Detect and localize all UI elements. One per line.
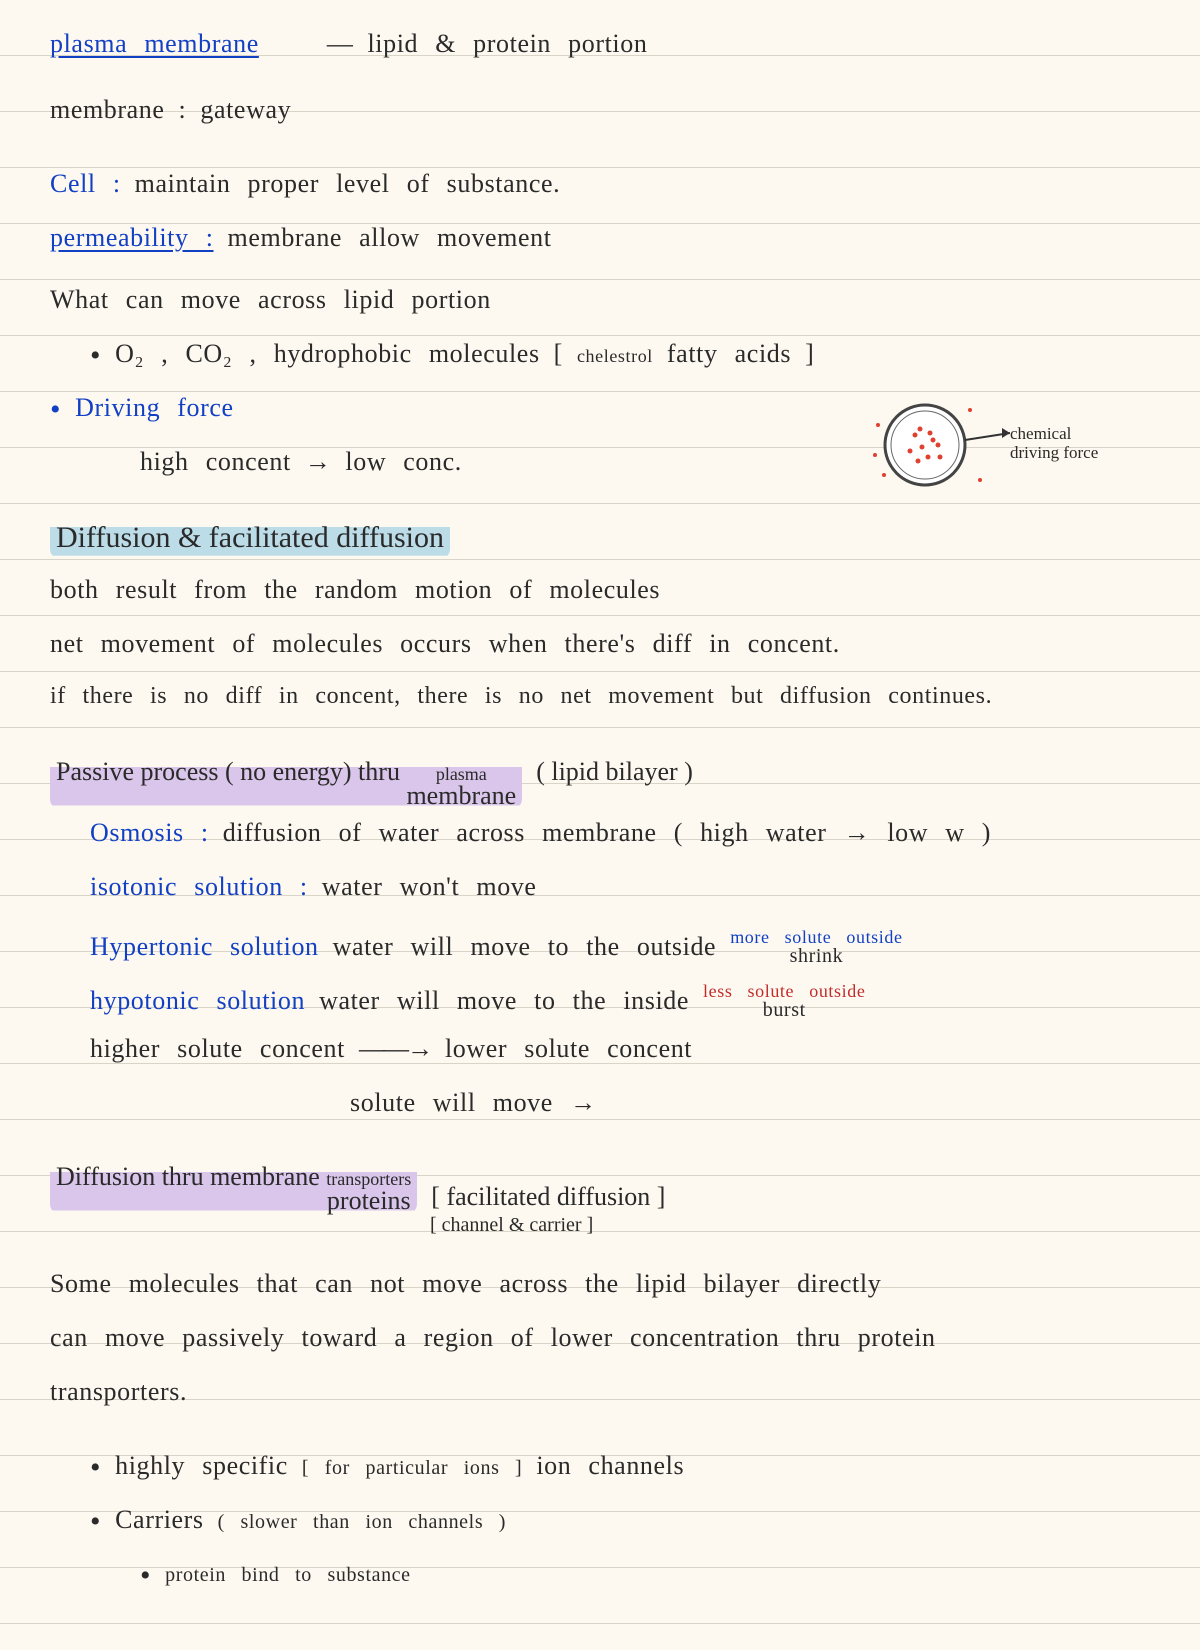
diagram-label: chemical driving force [1010,425,1100,462]
osmosis-row: Osmosis : diffusion of water across memb… [50,815,1170,863]
title-lipid-protein: lipid & protein portion [367,26,647,61]
solute-flow-1: higher solute concent ——→ lower solute c… [50,1031,1170,1079]
ion-channels: ion channels [536,1448,684,1483]
hypotonic-row: hypotonic solution water will move to th… [50,977,1170,1025]
permeability-row: permeability : membrane allow movement [50,220,1170,268]
isotonic-row: isotonic solution : water won't move [50,869,1170,917]
hypotonic-text: water will move to the inside [319,983,689,1018]
hypertonic-text: water will move to the outside [333,929,717,964]
chemical-driving-force-diagram: chemical driving force [870,385,1050,515]
lipid-q: What can move across lipid portion [50,282,491,317]
diffusion-heading-row: Diffusion & facilitated diffusion [50,518,1170,566]
diffusion-l2: net movement of molecules occurs when th… [50,626,1170,674]
high-concent: high concent [140,444,291,479]
osmosis-text: diffusion of water across membrane ( hig… [223,815,991,850]
hypertonic-row: Hypertonic solution water will move to t… [50,923,1170,971]
cell-text: maintain proper level of substance. [135,166,561,201]
permeability-text: membrane allow movement [228,220,552,255]
diffusion-l1: both result from the random motion of mo… [50,572,1170,620]
membrane-word: membrane [406,783,516,809]
bracket-close: ] [805,336,814,371]
arrow: → [305,444,332,479]
colon: : [179,92,187,127]
hyper-ann-bottom: shrink [790,946,844,966]
isotonic-label: isotonic solution : [90,869,308,904]
solute-flow-2: solute will move → [50,1085,1170,1133]
lipid-portion-q: What can move across lipid portion [50,282,1170,330]
title-row: plasma membrane — lipid & protein portio… [50,26,1170,74]
highly-specific: highly specific [90,1448,288,1489]
ion-channels-row: highly specific [ for particular ions ] … [50,1448,1170,1496]
carriers-note: ( slower than ion channels ) [218,1509,506,1536]
lipid-examples: O₂ , CO₂ , hydrophobic molecules [ chele… [50,336,1170,384]
proteins-word: proteins [327,1188,411,1214]
passive-heading-row: Passive process ( no energy) thru plasma… [50,754,1170,809]
carriers-lead: Carriers [90,1502,204,1543]
diffusion-l3: if there is no diff in concent, there is… [50,680,1170,728]
fatty-acids: fatty acids [667,336,791,371]
carriers-sub: protein bind to substance [140,1556,411,1597]
facilitated-heading-row: Diffusion thru membrane transporters pro… [50,1159,1170,1214]
notes-page: plasma membrane — lipid & protein portio… [0,0,1200,1650]
cell-label: Cell : [50,166,121,201]
carriers-sub-row: protein bind to substance [50,1556,1170,1604]
hypo-ann-bottom: burst [763,1000,806,1020]
channel-carrier-row: [ channel & carrier ] [50,1212,1170,1260]
hypo-ann-top: less solute outside [703,982,865,1000]
facilitated-body-2: can move passively toward a region of lo… [50,1320,1170,1368]
carriers-row: Carriers ( slower than ion channels ) [50,1502,1170,1550]
hypertonic-label: Hypertonic solution [90,929,319,964]
passive-heading: Passive process ( no energy) thru plasma… [50,754,522,809]
title-plasma-membrane: plasma membrane [50,26,259,61]
gateway: gateway [200,92,291,127]
osmosis-label: Osmosis : [90,815,209,850]
low-concent: low conc. [345,444,461,479]
facilitated-body-1: Some molecules that can not move across … [50,1266,1170,1314]
chelestrol: chelestrol [577,347,653,365]
facilitated-heading: Diffusion thru membrane transporters pro… [50,1159,417,1214]
membrane-label: membrane [50,92,165,127]
isotonic-text: water won't move [322,869,537,904]
bracket-open: [ [554,336,563,371]
hypertonic-annot: more solute outside shrink [730,928,902,966]
ion-note: [ for particular ions ] [302,1455,522,1482]
permeability-label: permeability : [50,220,214,255]
title-dash: — [327,26,354,61]
hyper-ann-top: more solute outside [730,928,902,946]
driving-force-label: Driving force [50,390,234,431]
hypotonic-annot: less solute outside burst [703,982,865,1020]
hypotonic-label: hypotonic solution [90,983,305,1018]
facilitated-bracket: [ facilitated diffusion ] [431,1179,665,1214]
diffusion-heading: Diffusion & facilitated diffusion [50,518,450,559]
passive-tail: ( lipid bilayer ) [536,754,693,789]
bracket-stack: chelestrol [577,347,653,365]
cell-row: Cell : maintain proper level of substanc… [50,166,1170,214]
lipid-examples-text: O₂ , CO₂ , hydrophobic molecules [90,336,540,377]
membrane-gateway-row: membrane : gateway [50,92,1170,140]
facilitated-body-3: transporters. [50,1374,1170,1422]
